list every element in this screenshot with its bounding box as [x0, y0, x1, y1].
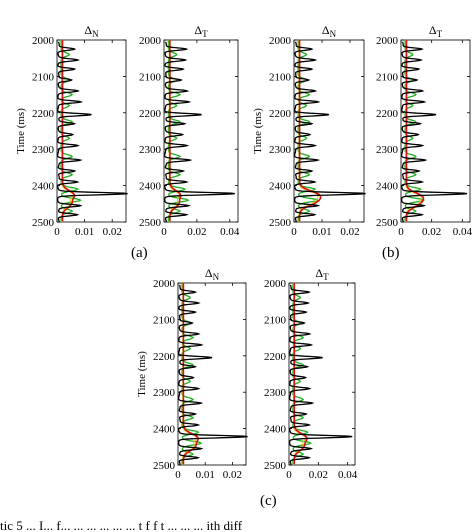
panel-label-c: (c) — [260, 493, 277, 509]
subplot-title: ΔT — [194, 23, 208, 39]
axes-frame — [56, 39, 127, 223]
y-tick-label: 2500 — [376, 217, 399, 229]
x-tick-label: 0.02 — [340, 226, 359, 238]
y-tick-label: 2500 — [153, 460, 176, 472]
axes-frame — [163, 39, 239, 223]
axes-frame — [177, 282, 247, 466]
y-tick-label: 2200 — [32, 108, 55, 120]
x-tick-label: 0.01 — [312, 226, 331, 238]
x-tick-label: 0.04 — [338, 469, 358, 481]
panel-label-b: (b) — [382, 245, 400, 261]
figure-caption-fragment: tic 5 ... I... f... ... ... ... ... ... … — [0, 518, 243, 532]
y-tick-label: 2500 — [269, 217, 292, 229]
y-tick-label: 2300 — [376, 144, 399, 156]
y-tick-label: 2000 — [376, 35, 399, 47]
y-tick-label: 2400 — [376, 181, 399, 193]
x-tick-label: 0.02 — [309, 469, 328, 481]
y-tick-label: 2100 — [153, 314, 176, 326]
y-tick-label: 2100 — [264, 314, 287, 326]
y-axis-label: Time (ms) — [15, 108, 27, 154]
y-tick-label: 2300 — [269, 144, 292, 156]
y-tick-label: 2000 — [269, 35, 292, 47]
y-tick-label: 2000 — [139, 35, 162, 47]
y-tick-label: 2100 — [139, 71, 162, 83]
x-tick-label: 0 — [54, 226, 60, 238]
y-tick-label: 2100 — [32, 71, 55, 83]
y-tick-label: 2300 — [264, 387, 287, 399]
y-tick-label: 2100 — [269, 71, 292, 83]
y-tick-label: 2300 — [32, 144, 55, 156]
x-tick-label: 0 — [398, 226, 404, 238]
series-black — [293, 41, 366, 222]
y-tick-label: 2300 — [139, 144, 162, 156]
subplot-title: ΔN — [84, 23, 99, 39]
panel-label-a: (a) — [131, 245, 148, 261]
y-tick-label: 2300 — [153, 387, 176, 399]
axes-frame — [400, 39, 471, 223]
y-tick-label: 2200 — [264, 351, 287, 363]
y-tick-label: 2400 — [139, 181, 162, 193]
y-tick-label: 2400 — [264, 424, 287, 436]
y-tick-label: 2200 — [139, 108, 162, 120]
series-black — [56, 41, 128, 222]
series-black — [400, 41, 468, 222]
x-tick-label: 0.02 — [187, 226, 206, 238]
x-tick-label: 0 — [175, 469, 181, 481]
y-tick-label: 2000 — [264, 278, 287, 290]
y-tick-label: 2200 — [376, 108, 399, 120]
axes-frame — [288, 282, 356, 466]
x-tick-label: 0 — [291, 226, 297, 238]
y-axis-label: Time (ms) — [252, 108, 264, 154]
x-tick-label: 0.04 — [453, 226, 473, 238]
subplot-title: ΔN — [205, 266, 220, 282]
y-tick-label: 2500 — [32, 217, 55, 229]
x-tick-label: 0.02 — [422, 226, 441, 238]
x-tick-label: 0.04 — [220, 226, 240, 238]
x-tick-label: 0.01 — [75, 226, 94, 238]
y-tick-label: 2500 — [264, 460, 287, 472]
subplot-title: ΔN — [322, 23, 337, 39]
x-tick-label: 0.01 — [196, 469, 215, 481]
y-axis-label: Time (ms) — [136, 351, 148, 397]
x-tick-label: 0.02 — [103, 226, 122, 238]
y-tick-label: 2400 — [153, 424, 176, 436]
x-tick-label: 0 — [286, 469, 292, 481]
y-tick-label: 2000 — [32, 35, 55, 47]
y-tick-label: 2400 — [269, 181, 292, 193]
y-tick-label: 2000 — [153, 278, 176, 290]
y-tick-label: 2500 — [139, 217, 162, 229]
axes-frame — [293, 39, 365, 223]
series-black — [163, 41, 235, 222]
y-tick-label: 2400 — [32, 181, 55, 193]
y-tick-label: 2200 — [269, 108, 292, 120]
subplot-title: ΔT — [429, 23, 443, 39]
x-tick-label: 0 — [161, 226, 167, 238]
x-tick-label: 0.02 — [223, 469, 242, 481]
subplot-title: ΔT — [315, 266, 329, 282]
series-black — [177, 284, 248, 465]
y-tick-label: 2200 — [153, 351, 176, 363]
series-black — [288, 284, 353, 465]
y-tick-label: 2100 — [376, 71, 399, 83]
